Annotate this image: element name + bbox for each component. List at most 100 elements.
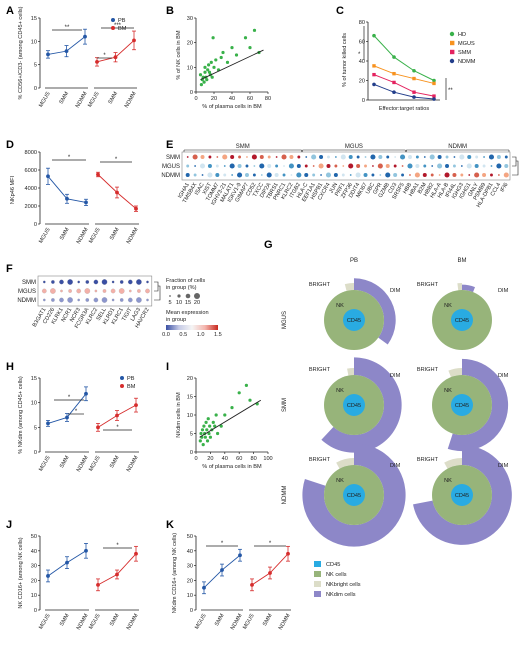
panel-k-x-tick-label: MGUS (194, 613, 208, 631)
panel-e-dot (244, 173, 249, 177)
panel-i-fit-line (199, 399, 262, 438)
panel-h-sig-label: * (116, 425, 119, 431)
panel-c-series-line (373, 83, 435, 100)
panel-d-y-tick-label: 8000 (25, 150, 37, 156)
panel-i-point (244, 383, 248, 387)
panel-k-point (286, 551, 290, 556)
panel-h-sig-label: * (68, 395, 71, 401)
panel-a-legend-label: PB (118, 18, 126, 24)
panel-e-dot (364, 156, 367, 158)
panel-f-dot (128, 279, 133, 285)
panel-j-point (134, 551, 138, 556)
panel-e-dot (460, 165, 463, 167)
panel-h-legend-label: PB (127, 376, 135, 382)
panel-k-point (202, 585, 206, 590)
panel-j-x-tick-label: SMM (109, 613, 121, 628)
panel-g-legend-label: NKbright cells (326, 582, 361, 588)
panel-g-dim-arc (413, 445, 512, 545)
panel-g-dim-arc (447, 358, 509, 452)
panel-f-size-legend-dot (185, 293, 191, 299)
panel-g-nk-label: NK (336, 478, 344, 484)
panel-g-center-label: CD45 (347, 403, 361, 409)
panel-e-dot (259, 155, 264, 159)
panel-f-color-legend-title: Mean expression (166, 310, 209, 316)
panel-h-point (65, 415, 69, 420)
panel-g-dim-arc (321, 357, 402, 453)
panel-c-legend-marker (449, 31, 455, 37)
panel-e-dot (401, 165, 404, 167)
panel-letter: G (264, 239, 273, 251)
panel-g-row-label: SMM (282, 398, 288, 412)
panel-d-point (65, 196, 69, 201)
panel-k-y-tick-label: 50 (187, 534, 193, 540)
panel-f-dot (76, 288, 82, 294)
panel-a-point (83, 34, 87, 39)
panel-i-x-tick-label: 80 (250, 456, 256, 462)
panel-b-x-tick-label: 20 (211, 96, 217, 102)
panel-b-y-label: % of NK cells in BM (176, 30, 182, 79)
panel-d-sig-label: * (115, 157, 118, 163)
panel-c-y-tick-label: 20 (359, 79, 365, 85)
panel-e-dot (253, 165, 256, 167)
panel-g-legend-swatch (314, 561, 321, 567)
panel-e-dot (223, 173, 227, 177)
panel-j-y-tick-label: 10 (31, 593, 37, 599)
panel-b-point (199, 83, 203, 87)
panel-g-dim-arc (302, 443, 406, 547)
panel-e-dot (453, 156, 456, 158)
panel-e-dot (348, 155, 353, 159)
panel-b-point (203, 65, 207, 69)
panel-e-dot (466, 163, 472, 169)
panel-e-gene-label: ISAC (194, 182, 206, 196)
panel-e-dot (355, 172, 361, 178)
panel-d-x-tick-label: MGUS (88, 227, 102, 245)
panel-a-sig-label: * (103, 53, 106, 59)
panel-e-dot (229, 163, 235, 169)
panel-h-y-tick-label: 5 (34, 425, 37, 431)
panel-f-dot (85, 280, 90, 284)
panel-h-point (46, 421, 50, 426)
panel-i-x-tick-label: 100 (263, 456, 272, 462)
panel-e-dot (488, 154, 495, 160)
panel-e-gene-label: GPR (372, 182, 383, 196)
panel-e-dot (385, 164, 390, 168)
panel-letter: A (6, 5, 14, 17)
panel-d-y-tick-label: 0 (34, 222, 37, 228)
panel-h-point (115, 413, 119, 418)
panel-e-dot (185, 173, 190, 177)
panel-i-point (204, 420, 208, 424)
panel-j-x-tick-label: MGUS (38, 613, 52, 631)
panel-j-y-tick-label: 50 (31, 534, 37, 540)
panel-e-dot (363, 173, 368, 177)
panel-a-point (64, 49, 69, 54)
panel-h-y-tick-label: 15 (31, 376, 37, 382)
panel-j-y-label: NK CD16+ (among NK cells) (18, 537, 24, 608)
panel-g-bright-arc (444, 458, 462, 469)
panel-a-y-label: % CD56+/CD3- (among CD45+ cells) (18, 6, 24, 99)
panel-e-dot (496, 163, 502, 169)
panel-a-point (46, 52, 50, 57)
panel-k-y-label: NKdim CD16+ (among NK cells) (172, 533, 178, 613)
panel-e-dot (260, 174, 263, 176)
panel-c-point (412, 90, 416, 94)
panel-j-x-tick-label: NDMM (126, 613, 140, 631)
panel-e-dot (296, 172, 302, 178)
panel-h-y-label: % NKdim (among CD45+ cells) (18, 376, 24, 454)
panel-i-y-label: NKdim cells in BM (176, 392, 182, 438)
panel-f-dot (77, 298, 81, 302)
panel-f-dot (146, 298, 149, 302)
panel-e-dot (445, 155, 449, 159)
panel-e-dot (407, 163, 413, 169)
panel-f-dot (136, 279, 142, 285)
panel-f-row-label: NDMM (17, 298, 36, 304)
panel-e-dot (437, 163, 443, 169)
panel-b-fit-line (200, 49, 264, 81)
panel-f-dot (93, 279, 99, 285)
panel-letter: F (6, 263, 13, 275)
panel-c-x-label: Effector:target ratios (379, 106, 429, 112)
panel-g-legend-label: NK cells (326, 572, 347, 578)
panel-e-dot (319, 155, 324, 159)
panel-g-center-label: CD45 (455, 493, 469, 499)
panel-i-point (230, 406, 234, 410)
panel-e-dot (194, 165, 197, 167)
